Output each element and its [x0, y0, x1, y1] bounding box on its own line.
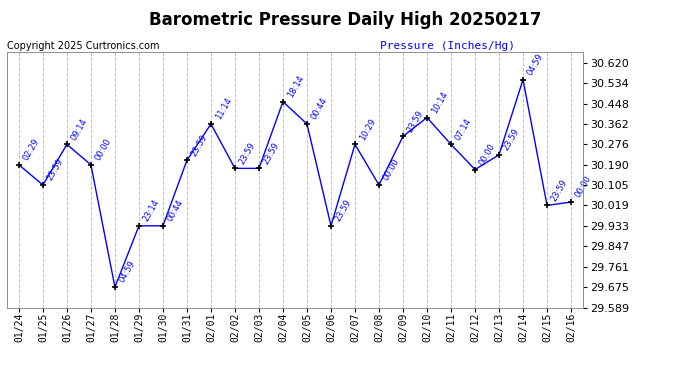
Text: 10:14: 10:14	[430, 90, 449, 115]
Text: 00:44: 00:44	[166, 198, 186, 223]
Text: 04:59: 04:59	[118, 259, 137, 284]
Text: 00:00: 00:00	[94, 137, 113, 162]
Text: 23:14: 23:14	[141, 198, 161, 223]
Text: 07:14: 07:14	[454, 116, 473, 142]
Text: 23:59: 23:59	[46, 157, 66, 182]
Text: 04:59: 04:59	[526, 52, 546, 77]
Text: Copyright 2025 Curtronics.com: Copyright 2025 Curtronics.com	[7, 41, 159, 51]
Text: Barometric Pressure Daily High 20250217: Barometric Pressure Daily High 20250217	[149, 11, 541, 29]
Text: 09:14: 09:14	[70, 117, 90, 142]
Text: 00:00: 00:00	[477, 142, 497, 167]
Text: 23:59: 23:59	[334, 198, 353, 223]
Text: 11:14: 11:14	[214, 96, 233, 121]
Text: 00:00: 00:00	[382, 157, 402, 182]
Text: 02:29: 02:29	[21, 137, 41, 162]
Text: 18:14: 18:14	[286, 74, 306, 99]
Text: 23:59: 23:59	[550, 177, 569, 203]
Text: 10:29: 10:29	[358, 117, 377, 142]
Text: 23:59: 23:59	[262, 140, 282, 166]
Text: 23:59: 23:59	[190, 132, 210, 158]
Text: Pressure (Inches/Hg): Pressure (Inches/Hg)	[380, 41, 515, 51]
Text: 23:59: 23:59	[502, 127, 522, 152]
Text: 00:44: 00:44	[310, 96, 329, 121]
Text: 00:00: 00:00	[574, 174, 593, 199]
Text: 23:59: 23:59	[406, 108, 426, 134]
Text: 23:59: 23:59	[238, 140, 257, 166]
